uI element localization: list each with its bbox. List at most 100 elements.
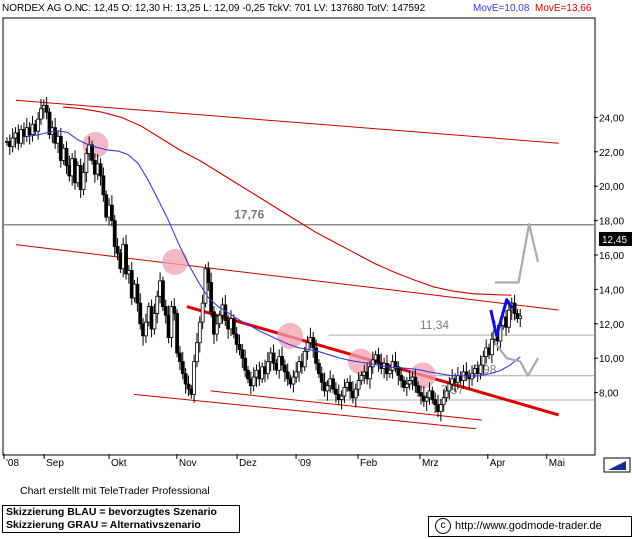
chart-stats: C: 12,45 O: 12,30 H: 13,25 L: 12,09 -0,2… xyxy=(81,3,426,14)
source-link[interactable]: c http://www.godmode-trader.de xyxy=(428,516,632,537)
price-candle xyxy=(430,390,435,400)
price-candle xyxy=(302,350,307,368)
price-candle xyxy=(478,364,483,375)
legend-move-blue: MovE=10,08 xyxy=(473,3,530,14)
y-axis: 24,00 22,00 20,00 18,00 16,00 14,00 12,00 10,00… xyxy=(594,113,624,400)
price-candle xyxy=(387,369,392,375)
y-tick-label: 24,00 xyxy=(599,113,624,124)
price-candle xyxy=(186,383,191,390)
price-candle xyxy=(209,282,214,313)
price-candle xyxy=(385,362,389,375)
price-candle xyxy=(342,387,347,397)
price-candle xyxy=(334,388,338,395)
price-candle xyxy=(144,321,148,337)
price-candle xyxy=(84,153,89,173)
price-candle xyxy=(180,361,185,375)
price-candle xyxy=(271,352,276,364)
price-candle xyxy=(348,381,352,392)
price-candle xyxy=(325,385,330,392)
chart-credit: Chart erstellt mit TeleTrader Profession… xyxy=(20,485,210,497)
y-tick-label: 22,00 xyxy=(599,148,624,159)
level-label: 11,34 xyxy=(420,318,449,332)
x-tick-label: '08 xyxy=(6,458,19,469)
price-candle xyxy=(243,357,248,371)
price-candle xyxy=(265,361,270,375)
price-candle xyxy=(178,352,182,363)
price-candle xyxy=(237,344,242,351)
price-candle xyxy=(246,369,250,380)
moving-average-line xyxy=(62,106,512,296)
price-candle xyxy=(280,356,284,366)
price-candle xyxy=(438,404,443,412)
price-candle xyxy=(319,373,324,383)
scenario-gray-path xyxy=(494,222,540,284)
price-candle xyxy=(36,118,41,132)
price-candle xyxy=(44,104,49,113)
price-candle xyxy=(447,383,452,392)
price-candle xyxy=(512,302,517,314)
price-candle xyxy=(433,399,438,406)
price-candle xyxy=(481,356,486,366)
x-tick-label: Nov xyxy=(179,458,197,469)
price-candle xyxy=(124,244,128,275)
price-candle xyxy=(169,306,174,338)
price-candle xyxy=(416,385,421,394)
price-candle xyxy=(234,333,239,345)
price-candle xyxy=(368,366,372,380)
price-candle xyxy=(399,374,404,381)
x-tick-label: Sep xyxy=(46,458,64,469)
price-candle xyxy=(90,144,94,161)
price-candle xyxy=(339,395,344,400)
x-tick-label: Feb xyxy=(360,458,378,469)
x-tick-label: Okt xyxy=(111,458,127,469)
price-candle xyxy=(359,374,364,381)
price-candle xyxy=(155,295,160,314)
price-candle xyxy=(195,342,199,363)
price-candle xyxy=(200,302,205,323)
price-candle xyxy=(305,342,310,352)
price-candle xyxy=(353,388,358,399)
price-candle xyxy=(404,383,409,388)
price-candle xyxy=(331,378,335,390)
price-candle xyxy=(407,380,412,385)
price-candle xyxy=(489,338,494,356)
copyright-icon: c xyxy=(435,518,451,535)
price-candle xyxy=(413,376,418,387)
moving-average-line xyxy=(27,130,521,377)
price-candle xyxy=(39,108,43,120)
price-candle xyxy=(419,392,423,397)
price-candle xyxy=(282,364,287,373)
price-candle xyxy=(206,268,211,283)
y-tick-label: 12,00 xyxy=(599,320,624,331)
plot-area xyxy=(2,17,596,456)
price-candle xyxy=(135,283,140,304)
price-candle xyxy=(47,111,52,135)
x-tick-label: '09 xyxy=(298,458,311,469)
level-label: 17,76 xyxy=(234,208,264,222)
x-tick-label: Dez xyxy=(239,458,257,469)
price-candle xyxy=(112,220,117,247)
price-box-label: 12,45 xyxy=(602,235,627,246)
price-candle xyxy=(424,397,429,402)
price-candle xyxy=(214,323,219,335)
trendline xyxy=(133,393,477,430)
price-candle xyxy=(192,361,197,395)
x-tick-label: Mai xyxy=(549,458,565,469)
legend-move-red: MovE=13,66 xyxy=(535,3,592,14)
price-candle xyxy=(518,315,523,320)
price-candle xyxy=(161,280,165,307)
price-candle xyxy=(317,362,321,375)
price-candle xyxy=(441,397,446,406)
price-candle xyxy=(396,366,401,376)
moving-averages xyxy=(27,106,521,377)
price-candle xyxy=(223,304,228,321)
x-axis: '08 Sep Okt Nov Dez '09 Feb Mrz Apr Mai xyxy=(3,454,565,469)
price-candle xyxy=(314,347,318,364)
y-tick-label: 20,00 xyxy=(599,182,624,193)
y-tick-label: 18,00 xyxy=(599,217,624,228)
price-candle xyxy=(81,172,86,191)
price-candle xyxy=(172,306,177,314)
chart-title: NORDEX AG O.N. xyxy=(2,3,85,14)
price-candle xyxy=(291,376,296,385)
price-candle xyxy=(231,318,236,335)
